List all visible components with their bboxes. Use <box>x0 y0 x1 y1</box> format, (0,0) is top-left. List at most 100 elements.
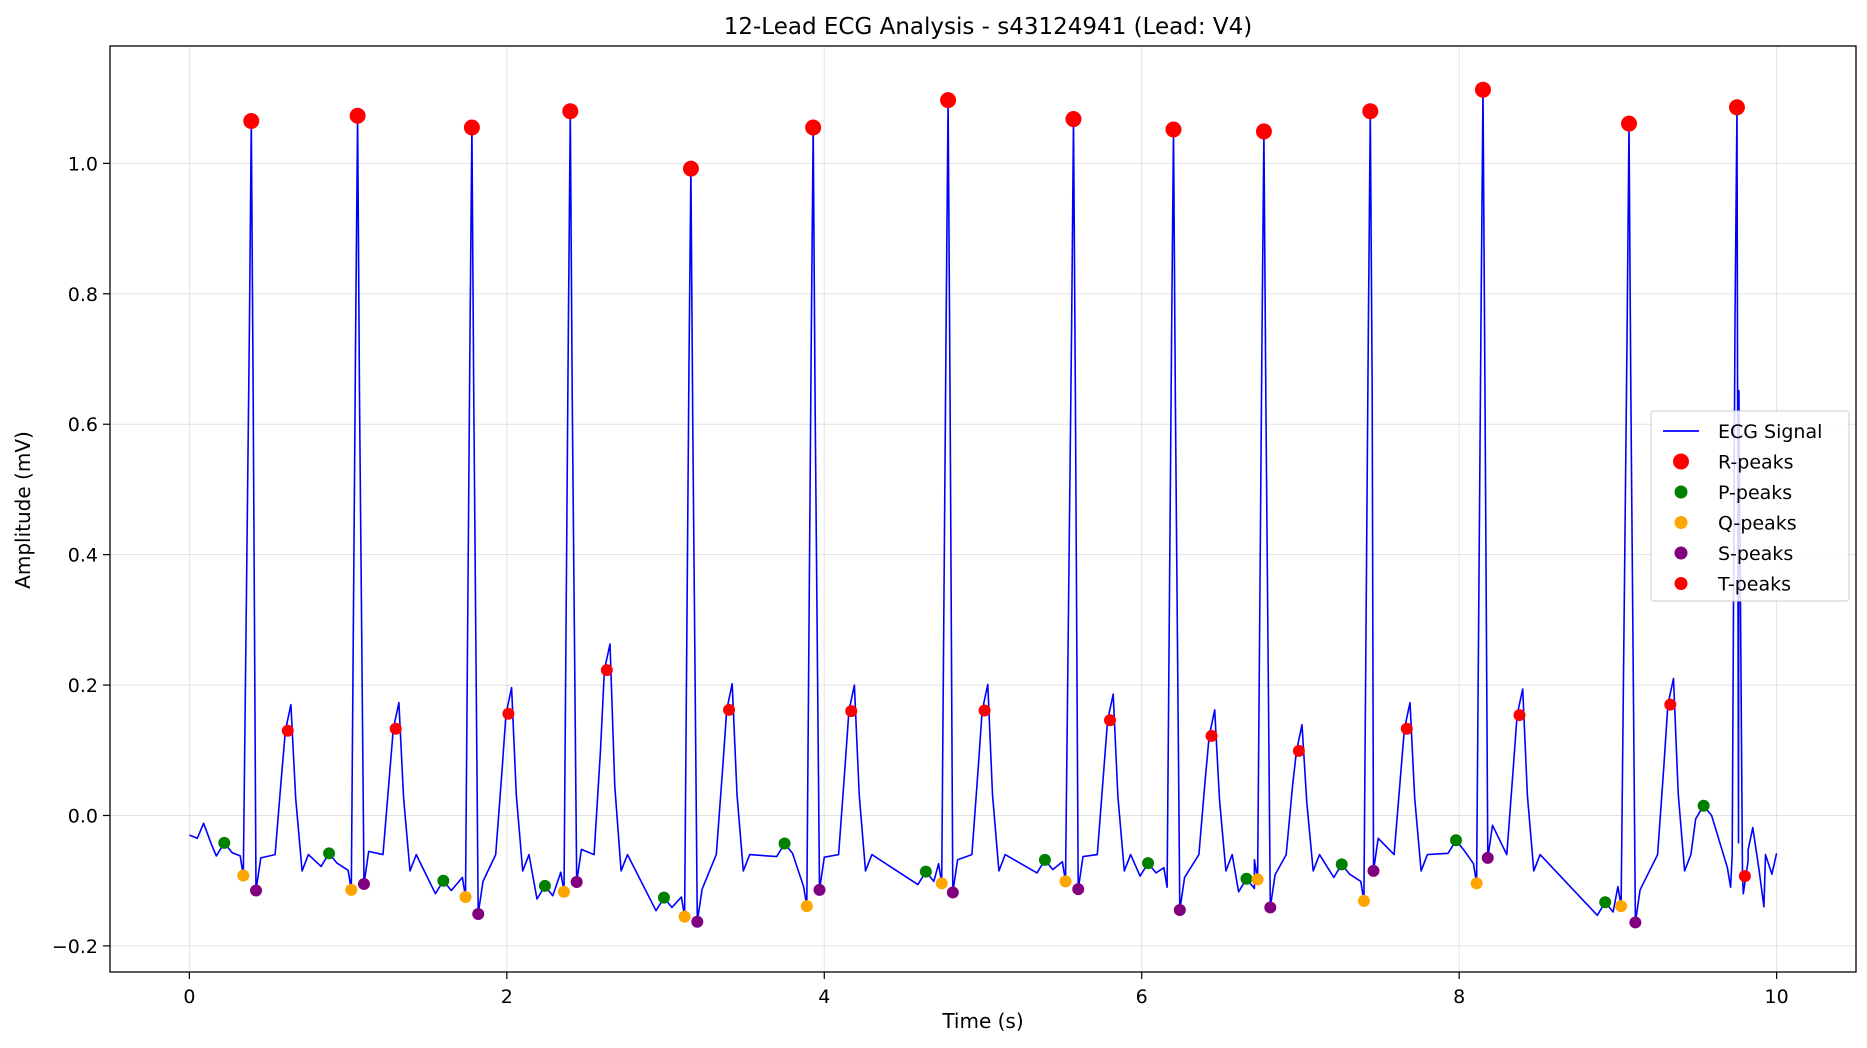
q-peaks-marker <box>459 891 472 904</box>
legend-box <box>1650 410 1850 602</box>
q-peaks-marker <box>1357 894 1370 907</box>
s-peaks-marker <box>1629 916 1642 929</box>
legend-entry-label: P-peaks <box>1718 482 1792 504</box>
r-peaks-marker <box>1728 99 1745 116</box>
p-peaks-marker <box>1335 858 1348 871</box>
t-peaks-marker <box>600 664 613 677</box>
r-peaks-marker <box>682 160 699 177</box>
legend-entry-label: T-peaks <box>1717 574 1791 596</box>
p-peaks-marker <box>1142 857 1155 870</box>
q-peaks-marker <box>1251 873 1264 886</box>
x-tick-label: 4 <box>818 986 830 1008</box>
t-peaks-marker <box>1103 714 1116 727</box>
s-peaks-marker <box>1072 883 1085 896</box>
t-peaks-marker <box>845 705 858 718</box>
y-tick-label: −0.2 <box>52 936 98 958</box>
legend-marker-swatch <box>1674 546 1688 560</box>
t-peaks-marker <box>723 703 736 716</box>
y-axis-ticks: −0.2 0.0 0.2 0.4 0.6 0.8 1.0 <box>52 153 110 958</box>
x-tick-label: 2 <box>501 986 513 1008</box>
plot-frame <box>109 45 1857 973</box>
q-peaks-marker <box>1470 877 1483 890</box>
t-peaks-marker <box>978 704 991 717</box>
q-peaks-marker <box>237 869 250 882</box>
s-peaks-marker <box>1367 864 1380 877</box>
q-peaks-marker <box>678 910 691 923</box>
y-tick-label: 1.0 <box>68 153 98 175</box>
q-peaks-marker <box>800 900 813 913</box>
x-axis-label: Time (s) <box>941 1009 1023 1033</box>
legend-marker-swatch <box>1674 485 1688 499</box>
t-peaks-marker <box>1738 870 1751 883</box>
p-peaks-marker <box>1240 872 1253 885</box>
ecg-signal-line <box>189 88 1778 924</box>
s-peaks-marker <box>946 886 959 899</box>
p-peaks-marker <box>218 836 231 849</box>
legend-entry-label: ECG Signal <box>1718 421 1822 443</box>
p-peaks-marker <box>323 847 336 860</box>
q-peaks-marker <box>1615 900 1628 913</box>
t-peaks-marker <box>281 724 294 737</box>
s-peaks-marker <box>813 883 826 896</box>
t-peaks-marker <box>1513 709 1526 722</box>
r-peaks-marker <box>1362 103 1379 120</box>
q-peaks-marker <box>935 877 948 890</box>
y-tick-label: 0.8 <box>68 284 98 306</box>
p-peaks-marker <box>1038 853 1051 866</box>
s-peaks-marker <box>472 907 485 920</box>
y-tick-label: 0.4 <box>68 545 98 567</box>
x-tick-label: 6 <box>1136 986 1148 1008</box>
p-peaks-marker <box>1599 896 1612 909</box>
y-axis-label: Amplitude (mV) <box>11 431 35 589</box>
r-peaks-marker <box>1621 115 1638 132</box>
legend-entry-label: S-peaks <box>1718 543 1793 565</box>
p-peaks-marker <box>657 891 670 904</box>
p-peaks-marker <box>1450 834 1463 847</box>
p-peaks-marker <box>1697 799 1710 812</box>
p-peaks-marker <box>919 865 932 878</box>
t-peaks-marker <box>1292 744 1305 757</box>
s-peaks-marker <box>691 915 704 928</box>
p-peaks-marker <box>538 879 551 892</box>
q-peaks-marker <box>345 883 358 896</box>
x-axis-ticks: 0 2 4 6 8 10 <box>183 972 1789 1008</box>
legend-marker-swatch <box>1673 453 1689 470</box>
s-peaks-marker <box>1264 901 1277 914</box>
legend-marker-swatch <box>1674 516 1688 529</box>
p-peaks-marker <box>437 874 450 887</box>
x-tick-label: 0 <box>183 986 195 1008</box>
t-peaks-marker <box>1664 698 1677 711</box>
chart-title: 12-Lead ECG Analysis - s43124941 (Lead: … <box>724 14 1253 40</box>
r-peaks-marker <box>562 103 579 120</box>
r-peaks-marker <box>243 112 260 129</box>
x-tick-label: 10 <box>1765 986 1789 1008</box>
t-peaks-marker <box>1205 729 1218 742</box>
r-peaks-marker <box>1255 123 1272 140</box>
r-peaks-marker <box>1165 121 1182 138</box>
legend-marker-swatch <box>1674 577 1688 590</box>
r-peaks-marker <box>1474 81 1491 98</box>
t-peaks-marker <box>1400 722 1413 735</box>
r-peaks-marker <box>1065 111 1082 128</box>
y-tick-label: 0.6 <box>68 414 98 436</box>
legend-entry-label: R-peaks <box>1718 452 1794 474</box>
r-peaks-marker <box>463 119 480 136</box>
q-peaks-marker <box>1059 875 1072 888</box>
p-peaks-marker <box>778 837 791 850</box>
r-peaks-marker <box>349 107 366 124</box>
r-peaks-marker <box>940 92 957 109</box>
legend: ECG Signal R-peaks P-peaks Q-peaks S-peaks T-… <box>1650 410 1850 602</box>
s-peaks-marker <box>1173 904 1186 917</box>
s-peaks-marker <box>570 876 583 889</box>
q-peaks-marker <box>557 885 570 898</box>
t-peaks-marker <box>502 707 515 720</box>
legend-entry-label: Q-peaks <box>1718 513 1797 535</box>
s-peaks-marker <box>357 877 370 890</box>
y-tick-label: 0.0 <box>68 805 98 827</box>
x-tick-label: 8 <box>1453 986 1465 1008</box>
y-tick-label: 0.2 <box>68 675 98 697</box>
t-peaks-marker <box>389 722 402 735</box>
s-peaks-marker <box>1481 851 1494 864</box>
